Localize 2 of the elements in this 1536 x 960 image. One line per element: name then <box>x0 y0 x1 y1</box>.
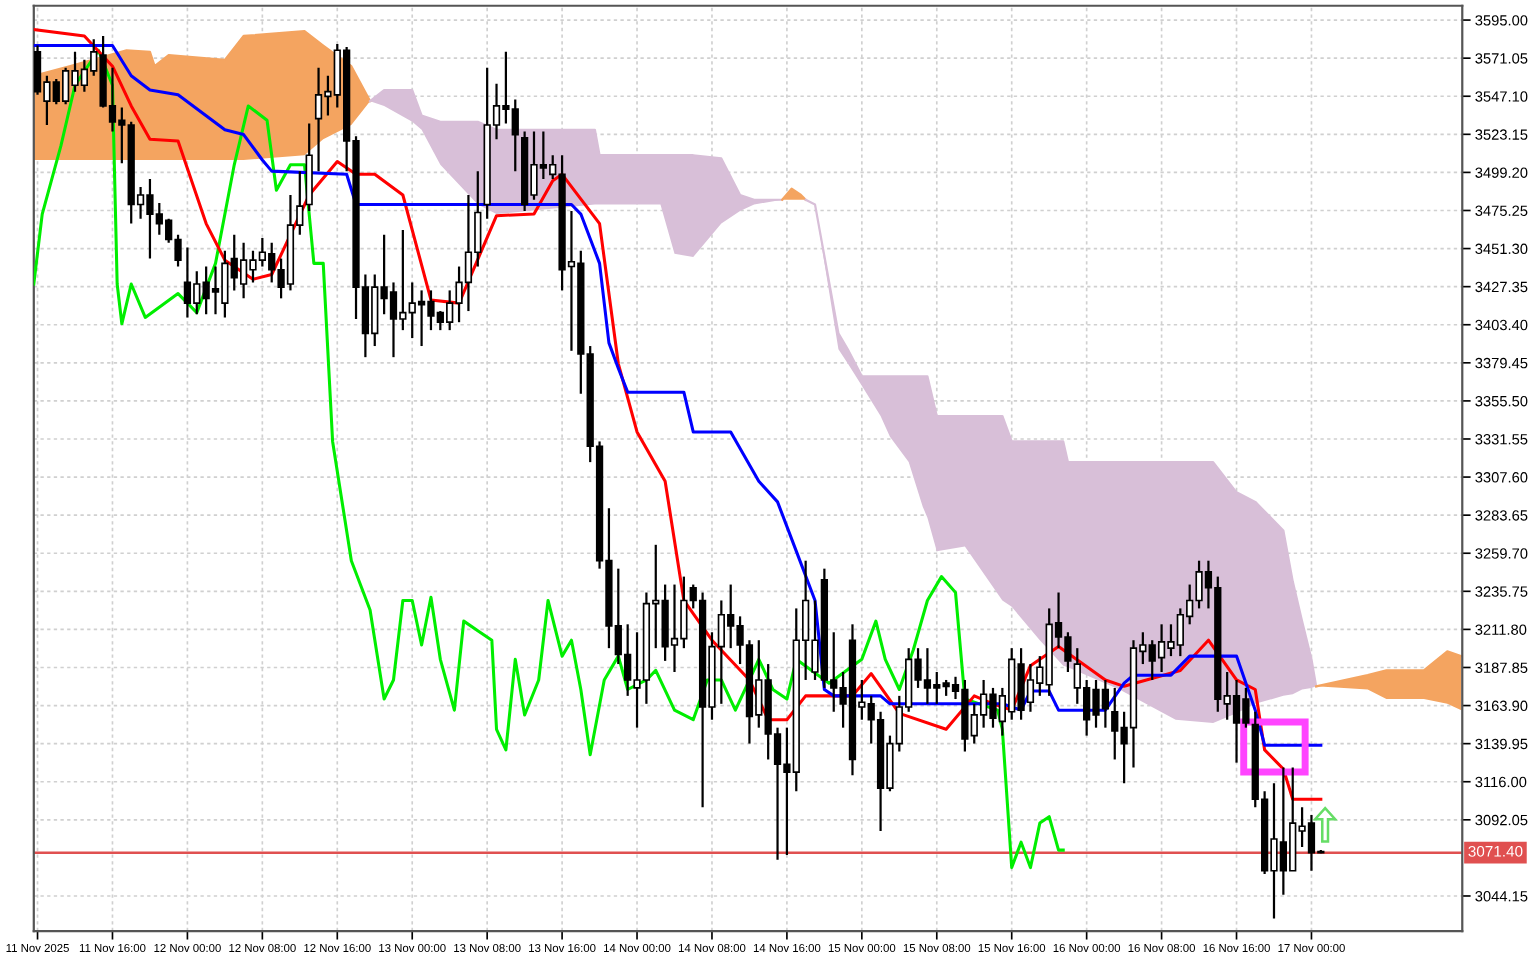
line-series <box>33 48 1065 870</box>
candlestick <box>183 246 192 319</box>
